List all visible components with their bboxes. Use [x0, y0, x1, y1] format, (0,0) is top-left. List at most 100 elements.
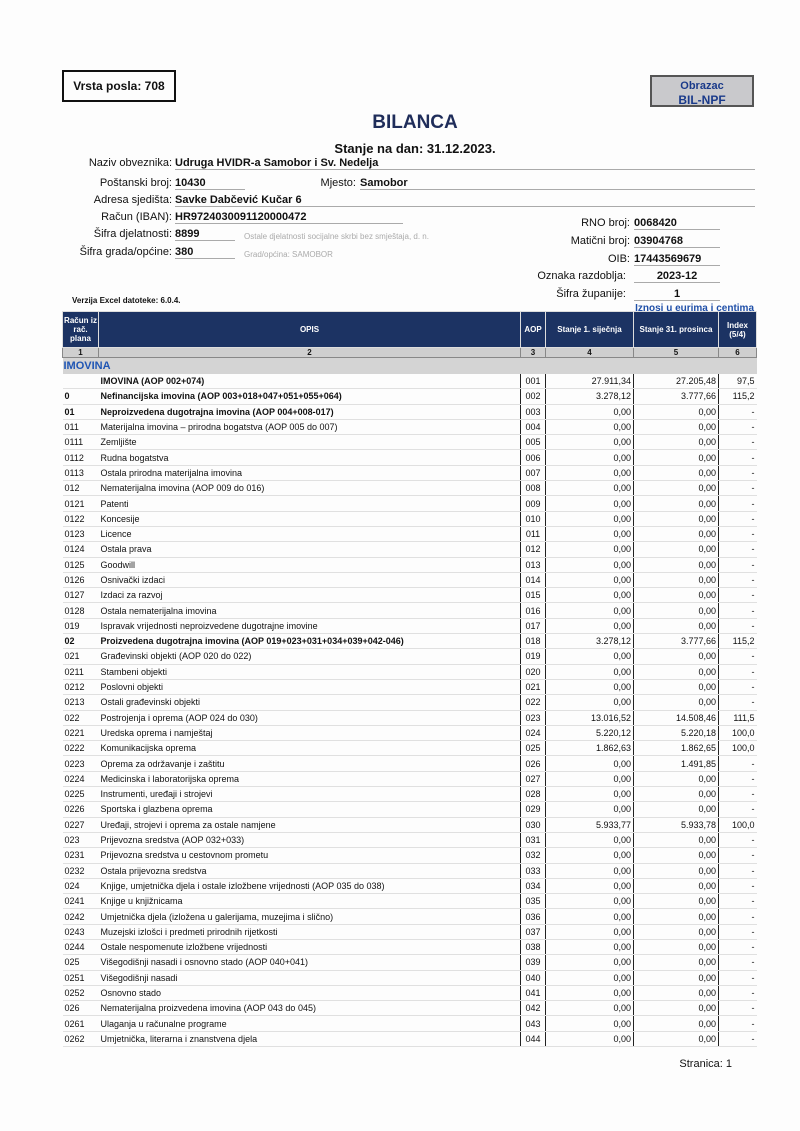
cell-stanje-1: 1.862,63: [545, 740, 634, 757]
cell-opis: Umjetnička djela (izložena u galerijama,…: [98, 908, 521, 925]
cell-stanje-31: 0,00: [633, 1031, 719, 1048]
mjesto-label: Mjesto:: [320, 177, 356, 189]
cell-opis: Ostale nespomenute izložbene vrijednosti: [98, 939, 521, 956]
cell-index: -: [718, 832, 757, 849]
cell-stanje-1: 0,00: [545, 587, 634, 604]
cell-opis: Osnovno stado: [98, 985, 521, 1002]
cell-stanje-31: 0,00: [633, 511, 719, 527]
table-row: 0125 Goodwill 013 0,00 0,00-: [62, 557, 757, 573]
cell-stanje-1: 0,00: [545, 449, 634, 466]
col-number: 5: [633, 347, 719, 358]
cell-aop: 021: [520, 679, 546, 696]
cell-stanje-31: 1.862,65: [633, 740, 719, 757]
page-title: BILANCA: [372, 112, 458, 133]
header-aop: AOP: [520, 311, 546, 348]
cell-stanje-1: 0,00: [545, 801, 634, 818]
cell-stanje-31: 0,00: [633, 587, 719, 604]
cell-racun: 0125: [62, 557, 99, 573]
cell-aop: 031: [520, 832, 546, 849]
cell-stanje-31: 0,00: [633, 557, 719, 573]
cell-opis: Instrumenti, uređaji i strojevi: [98, 786, 521, 803]
table-row: 0126 Osnivački izdaci 014 0,00 0,00-: [62, 572, 757, 589]
cell-opis: Poslovni objekti: [98, 679, 521, 696]
cell-stanje-1: 0,00: [545, 557, 634, 573]
cell-opis: Nematerijalna proizvedena imovina (AOP 0…: [98, 1000, 521, 1017]
cell-aop: 041: [520, 985, 546, 1002]
cell-racun: 0232: [62, 863, 99, 879]
section-imovina: IMOVINA: [62, 357, 757, 374]
cell-opis: Oprema za održavanje i zaštitu: [98, 755, 521, 772]
cell-opis: Nefinancijska imovina (AOP 003+018+047+0…: [98, 388, 521, 405]
cell-racun: 022: [62, 710, 99, 726]
cell-aop: 006: [520, 449, 546, 466]
col-number: 1: [62, 347, 99, 358]
cell-stanje-31: 0,00: [633, 694, 719, 711]
cell-opis: Ulaganja u računalne programe: [98, 1015, 521, 1032]
cell-index: -: [718, 541, 757, 558]
cell-aop: 017: [520, 618, 546, 635]
table-row: 0112 Rudna bogatstva 006 0,00 0,00-: [62, 449, 757, 466]
cell-index: 100,0: [718, 817, 757, 833]
djelatnost-label: Šifra djelatnosti:: [93, 228, 172, 240]
cell-index: -: [718, 771, 757, 788]
cell-opis: Prijevozna sredstva (AOP 032+033): [98, 832, 521, 849]
djelatnost-value: 8899: [175, 228, 235, 241]
cell-aop: 038: [520, 939, 546, 956]
cell-index: -: [718, 465, 757, 482]
table-row: 0252 Osnovno stado 041 0,00 0,00-: [62, 985, 757, 1002]
table-row: 0213 Ostali građevinski objekti 022 0,00 0,0…: [62, 694, 757, 711]
cell-aop: 033: [520, 863, 546, 879]
table-row: 0123 Licence 011 0,00 0,00-: [62, 526, 757, 543]
table-row: 0122 Koncesije 010 0,00 0,00-: [62, 511, 757, 527]
table-row: 0243 Muzejski izlošci i predmeti prirodni…: [62, 924, 757, 940]
cell-opis: Uredska oprema i namještaj: [98, 725, 521, 742]
grad-hint: Grad/općina: SAMOBOR: [244, 250, 333, 259]
cell-index: 115,2: [718, 633, 757, 650]
cell-stanje-31: 0,00: [633, 572, 719, 589]
table-row: 02 Proizvedena dugotrajna imovina (AOP 01…: [62, 633, 757, 650]
cell-aop: 025: [520, 740, 546, 757]
cell-racun: 0242: [62, 908, 99, 925]
cell-aop: 036: [520, 908, 546, 925]
cell-index: -: [718, 1000, 757, 1017]
cell-racun: 01: [62, 404, 99, 420]
cell-aop: 011: [520, 526, 546, 543]
cell-stanje-31: 5.220,18: [633, 725, 719, 742]
cell-racun: 0212: [62, 679, 99, 696]
cell-aop: 035: [520, 893, 546, 910]
cell-stanje-31: 0,00: [633, 495, 719, 512]
cell-stanje-1: 0,00: [545, 572, 634, 589]
cell-index: -: [718, 970, 757, 986]
cell-index: -: [718, 664, 757, 680]
cell-racun: 0261: [62, 1015, 99, 1032]
cell-stanje-1: 0,00: [545, 878, 634, 895]
adresa-value: Savke Dabčević Kučar 6: [175, 194, 755, 207]
rno-value: 0068420: [634, 217, 720, 230]
cell-aop: 008: [520, 480, 546, 497]
cell-opis: Prijevozna sredstva u cestovnom prometu: [98, 847, 521, 864]
table-row: 021 Građevinski objekti (AOP 020 do 022) 0…: [62, 648, 757, 665]
cell-stanje-31: 0,00: [633, 664, 719, 680]
cell-aop: 029: [520, 801, 546, 818]
table-row: 0121 Patenti 009 0,00 0,00-: [62, 495, 757, 512]
cell-index: 111,5: [718, 710, 757, 726]
cell-index: -: [718, 557, 757, 573]
cell-stanje-1: 0,00: [545, 618, 634, 635]
cell-stanje-31: 0,00: [633, 924, 719, 940]
cell-opis: Umjetnička, literarna i znanstvena djela: [98, 1031, 521, 1048]
cell-stanje-31: 0,00: [633, 954, 719, 971]
cell-opis: Komunikacijska oprema: [98, 740, 521, 757]
rno-label: RNO broj:: [581, 217, 630, 229]
cell-opis: Proizvedena dugotrajna imovina (AOP 019+…: [98, 633, 521, 650]
cell-racun: 024: [62, 878, 99, 895]
cell-stanje-31: 0,00: [633, 893, 719, 910]
cell-index: -: [718, 434, 757, 451]
cell-racun: 0227: [62, 817, 99, 833]
cell-opis: Ostala prirodna materijalna imovina: [98, 465, 521, 482]
page-number: Stranica: 1: [679, 1058, 732, 1070]
cell-stanje-31: 0,00: [633, 679, 719, 696]
cell-index: -: [718, 618, 757, 635]
cell-stanje-1: 0,00: [545, 755, 634, 772]
cell-aop: 020: [520, 664, 546, 680]
cell-racun: 012: [62, 480, 99, 497]
